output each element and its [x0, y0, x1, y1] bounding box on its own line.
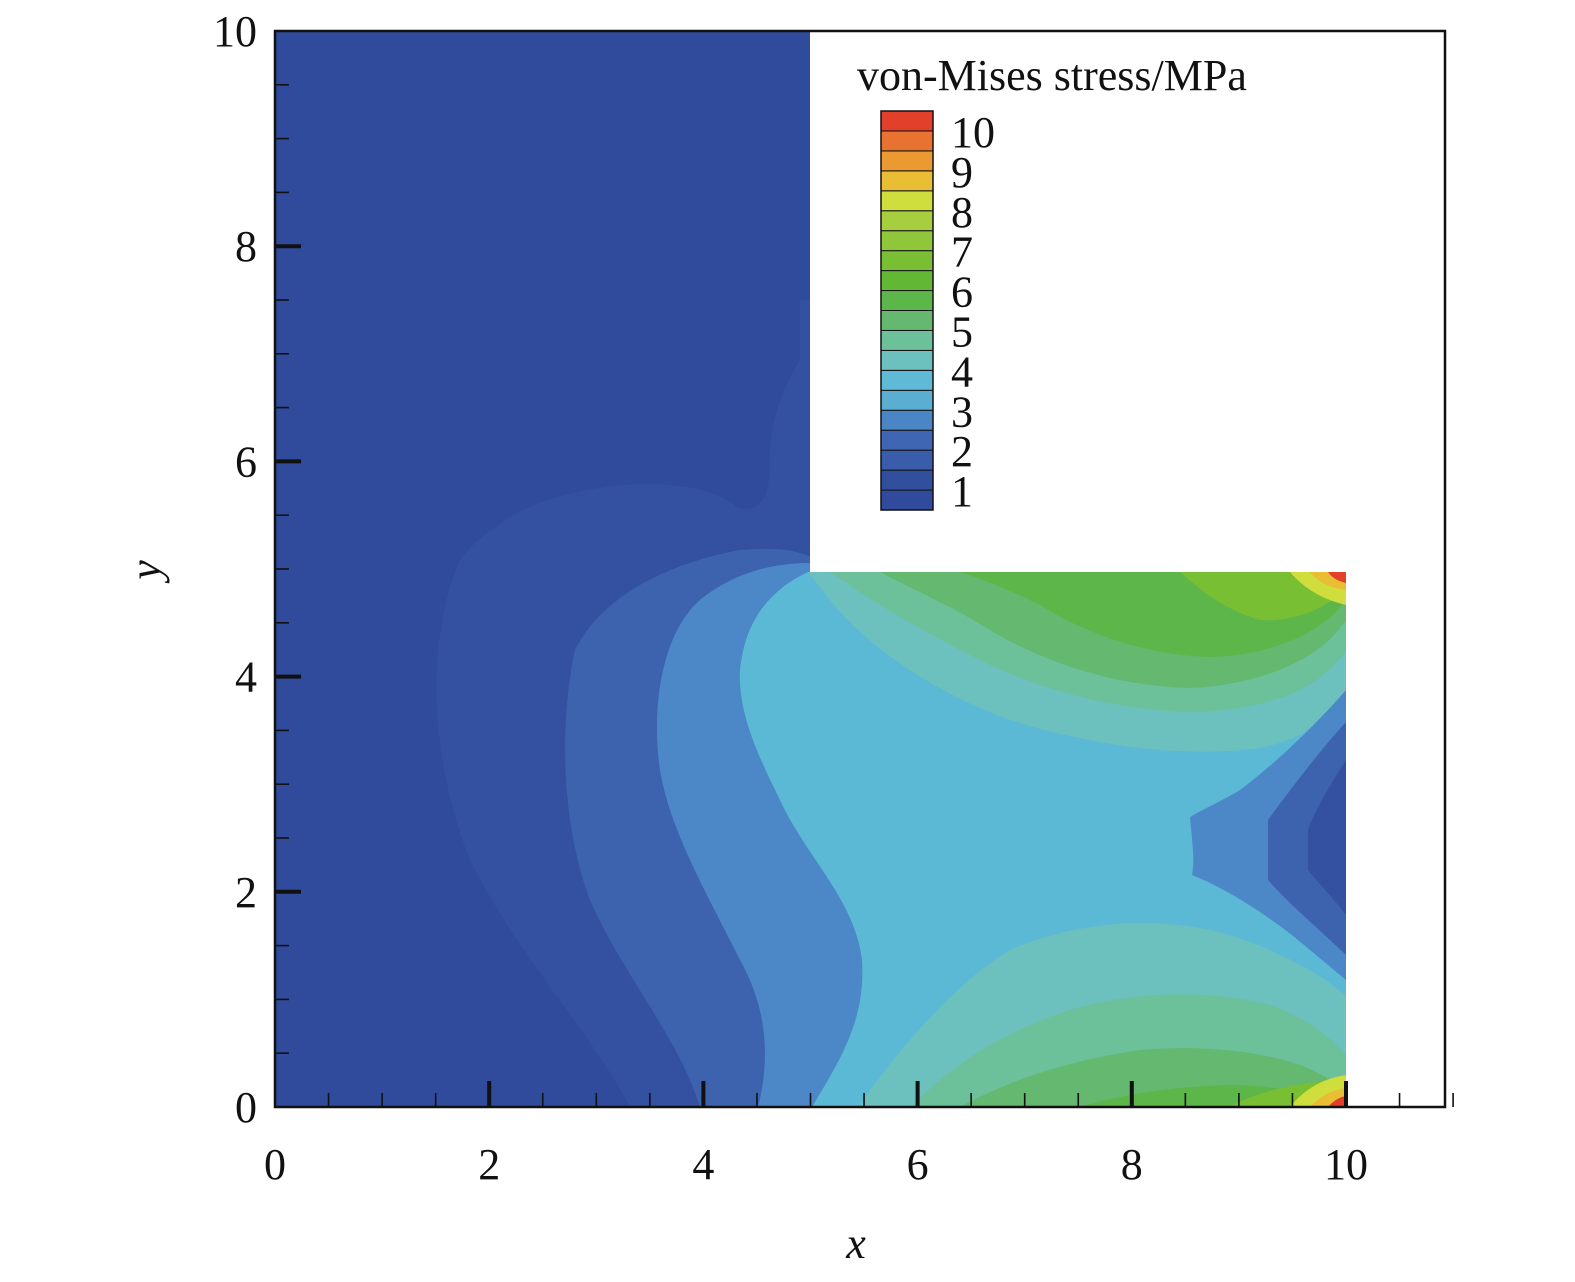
y-tick-label: 8	[235, 222, 257, 271]
colorbar-band	[880, 130, 934, 152]
colorbar-band	[880, 270, 934, 292]
colorbar-band	[880, 429, 934, 451]
colorbar-title: von-Mises stress/MPa	[857, 51, 1247, 100]
colorbar-band	[880, 230, 934, 252]
colorbar-label: 5	[951, 307, 973, 356]
colorbar-bands	[880, 110, 934, 511]
tick-marks	[275, 84, 1454, 1107]
colorbar-band	[880, 190, 934, 212]
x-tick-label: 6	[907, 1140, 929, 1189]
colorbar-label: 4	[951, 347, 973, 396]
hotspot-bottom-inner	[1328, 1096, 1346, 1107]
colorbar-label: 9	[951, 148, 973, 197]
colorbar-band	[880, 110, 934, 132]
contour-band-right-2	[1268, 722, 1346, 955]
colorbar-band	[880, 449, 934, 471]
colorbar-label: 8	[951, 188, 973, 237]
colorbar-band	[880, 489, 934, 511]
hotspot-top-inner	[1328, 572, 1346, 583]
colorbar-band	[880, 409, 934, 431]
contour-field	[276, 31, 1346, 1107]
colorbar-label: 3	[951, 387, 973, 436]
colorbar-frame	[880, 110, 934, 511]
tick-labels: 0 2 4 6 8 10 0 2 4 6 8 10	[213, 7, 1368, 1189]
colorbar-band	[880, 310, 934, 331]
colorbar-band	[880, 389, 934, 411]
colorbar-band	[880, 290, 934, 311]
colorbar-band	[880, 369, 934, 391]
x-tick-label: 8	[1121, 1140, 1143, 1189]
colorbar-label: 10	[951, 108, 995, 157]
colorbar-band	[880, 210, 934, 232]
y-axis-label: y	[121, 560, 170, 584]
contour-band-right-3	[1308, 760, 1346, 915]
colorbar-label: 6	[951, 268, 973, 317]
colorbar-band	[880, 150, 934, 172]
y-tick-label: 10	[213, 7, 257, 56]
x-tick-label: 4	[692, 1140, 714, 1189]
colorbar-band	[880, 469, 934, 491]
colorbar-band	[880, 349, 934, 371]
y-tick-label: 6	[235, 437, 257, 486]
x-tick-label: 2	[478, 1140, 500, 1189]
x-axis-label: x	[845, 1219, 866, 1268]
colorbar-label: 1	[951, 467, 973, 516]
x-tick-label: 10	[1324, 1140, 1368, 1189]
colorbar-band	[880, 170, 934, 192]
colorbar-label: 7	[951, 228, 973, 277]
y-tick-label: 0	[235, 1083, 257, 1132]
colorbar-label: 2	[951, 427, 973, 476]
x-tick-label: 0	[264, 1140, 286, 1189]
y-tick-label: 2	[235, 868, 257, 917]
colorbar-band	[880, 329, 934, 351]
colorbar-band	[880, 250, 934, 272]
y-tick-label: 4	[235, 653, 257, 702]
